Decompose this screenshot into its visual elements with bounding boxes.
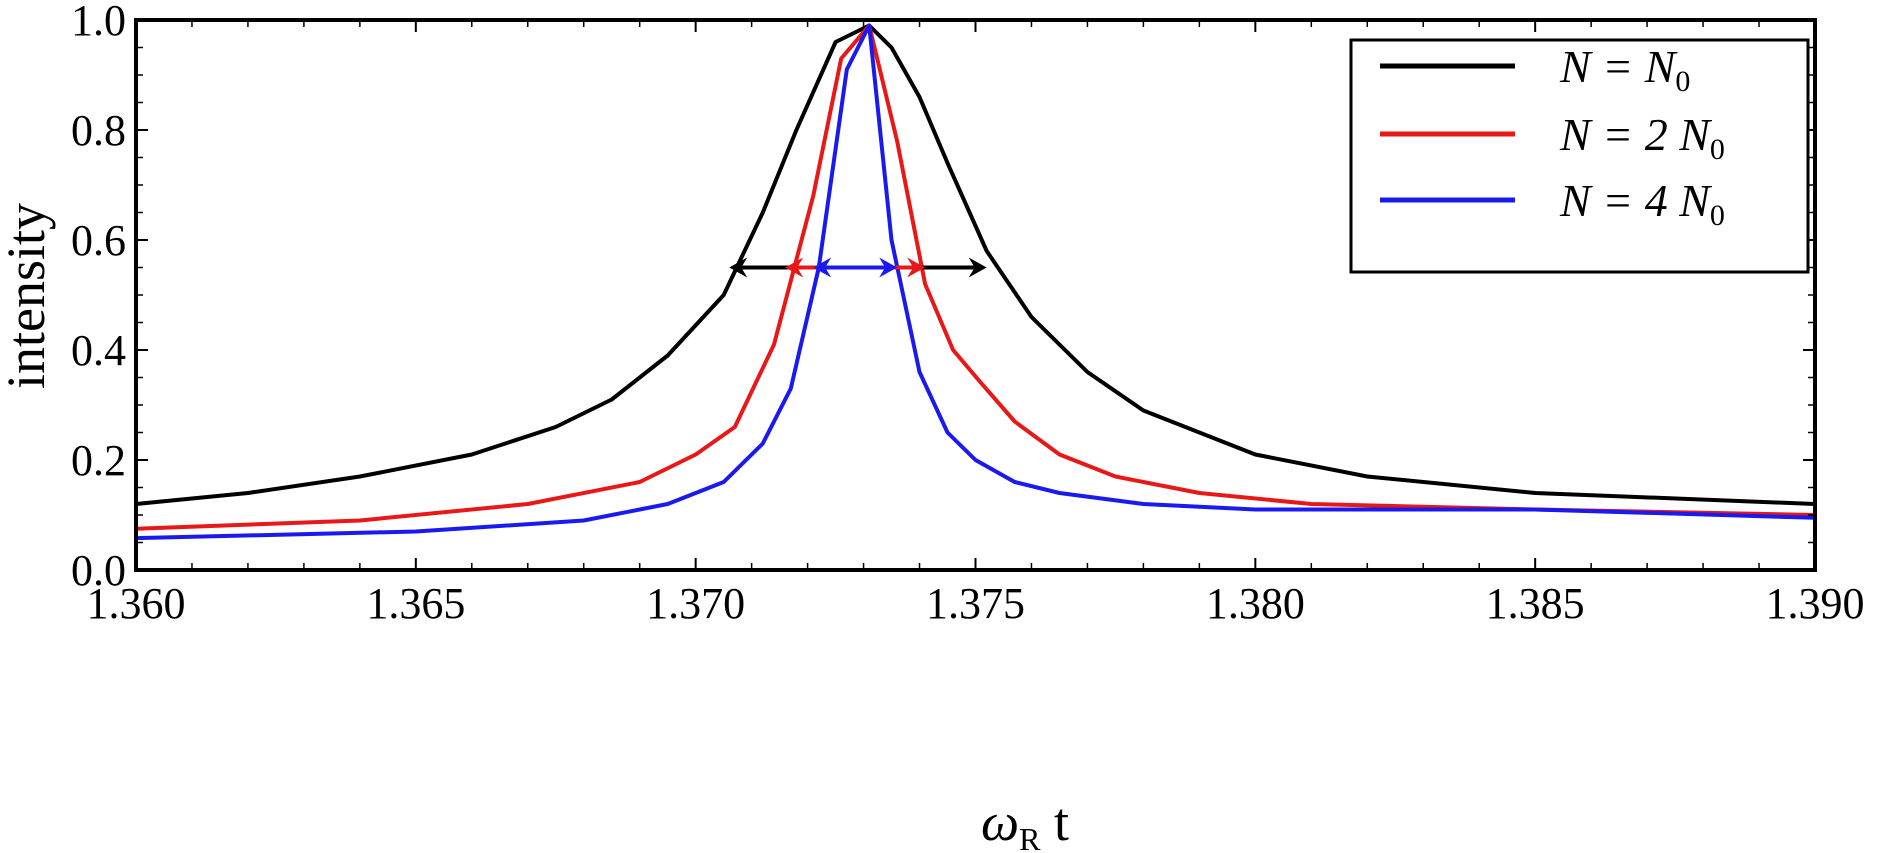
legend-label-1: N = N0: [1559, 41, 1690, 98]
legend-label-3: N = 4 N0: [1559, 175, 1725, 232]
series-line-3: [135, 23, 1816, 541]
x-axis-label: ωR t: [981, 792, 1069, 853]
x-tick-label: 1.380: [1206, 579, 1305, 628]
x-tick-label: 1.375: [926, 579, 1025, 628]
legend-label-main: N = 4 N: [1559, 175, 1712, 226]
legend-label-sub: 0: [1675, 65, 1690, 98]
fwhm-markers: [729, 257, 987, 278]
series-line-2: [135, 23, 1816, 531]
legend: N = N0N = 2 N0N = 4 N0: [1349, 38, 1810, 274]
legend-box: [1349, 38, 1810, 274]
y-axis-label: intensity: [0, 203, 56, 389]
x-axis-label-tail: t: [1040, 792, 1069, 852]
legend-label-main: N = N: [1559, 41, 1678, 92]
x-tick-label: 1.365: [366, 579, 465, 628]
legend-label-2: N = 2 N0: [1559, 109, 1725, 166]
y-tick-label: 0.4: [71, 326, 126, 375]
fwhm-arrowhead-right-1: [968, 257, 987, 278]
y-tick-label: 0.6: [71, 216, 126, 265]
x-tick-label: 1.390: [1766, 579, 1865, 628]
fwhm-arrowhead-right-3: [879, 257, 898, 278]
x-tick-label: 1.385: [1486, 579, 1585, 628]
y-tick-label: 0.0: [71, 546, 126, 595]
series-layer: [135, 23, 1816, 541]
fwhm-arrowhead-left-1: [729, 257, 748, 278]
x-tick-label: 1.370: [646, 579, 745, 628]
legend-label-sub: 0: [1710, 199, 1725, 232]
y-tick-label: 0.8: [71, 106, 126, 155]
fwhm-arrowhead-left-2: [785, 257, 804, 278]
x-ticks: 1.360 1.365 1.370 1.375 1.380 1.385 1.390: [87, 20, 1865, 628]
y-ticks: 0.0 0.2 0.4 0.6 0.8 1.0: [71, 0, 1815, 595]
fwhm-arrowhead-right-2: [907, 257, 926, 278]
x-axis-label-sub: R: [1019, 821, 1041, 853]
x-tick-label: 1.360: [87, 579, 186, 628]
legend-label-sub: 0: [1710, 133, 1725, 166]
y-tick-label: 0.2: [71, 436, 126, 485]
fwhm-arrowhead-left-3: [813, 257, 832, 278]
y-tick-label: 1.0: [71, 0, 126, 45]
legend-label-main: N = 2 N: [1559, 109, 1712, 160]
x-axis-label-main: ω: [981, 792, 1019, 852]
